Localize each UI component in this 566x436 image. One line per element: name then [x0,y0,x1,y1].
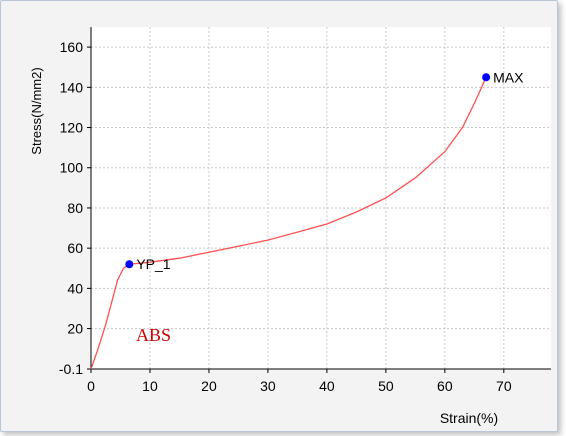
material-label: ABS [136,325,171,345]
y-tick-label: 80 [67,200,83,216]
y-tick-label: 140 [60,79,84,95]
grid-lines [91,27,551,369]
y-axis-label: Stress(N/mm2) [29,67,44,154]
x-tick-label: 50 [378,378,394,394]
annotation-label-yp-1: YP_1 [136,256,170,272]
y-tick-label: -0.1 [59,361,83,377]
marker-max [482,73,491,82]
x-tick-label: 60 [437,378,453,394]
y-tick-label: 60 [67,240,83,256]
y-tick-label: 120 [60,120,84,136]
y-tick-label: 20 [67,321,83,337]
x-tick-label: 10 [142,378,158,394]
x-tick-label: 70 [496,378,512,394]
y-tick-label: 160 [60,39,84,55]
x-tick-labels: 0 10 20 30 40 50 60 70 [87,378,512,394]
x-tick-label: 40 [319,378,335,394]
x-tick-label: 20 [201,378,217,394]
series-line-abs [90,77,487,370]
x-tick-label: 0 [87,378,95,394]
annotation-label-max: MAX [493,69,524,85]
x-tick-label: 30 [260,378,276,394]
y-tick-label: 40 [67,280,83,296]
point-markers: YP_1 MAX [125,69,524,272]
x-axis-label: Strain(%) [440,410,498,426]
plot-area [91,27,551,369]
marker-yp-1 [125,260,134,269]
stress-strain-chart: 0 10 20 30 40 50 60 70 -0.1 20 40 60 80 100 120 140 160… [29,27,551,426]
axes [87,27,551,373]
y-tick-label: 100 [60,160,84,176]
chart-window: 0 10 20 30 40 50 60 70 -0.1 20 40 60 80 100 120 140 160… [0,0,558,432]
y-tick-labels: -0.1 20 40 60 80 100 120 140 160 [59,39,83,377]
